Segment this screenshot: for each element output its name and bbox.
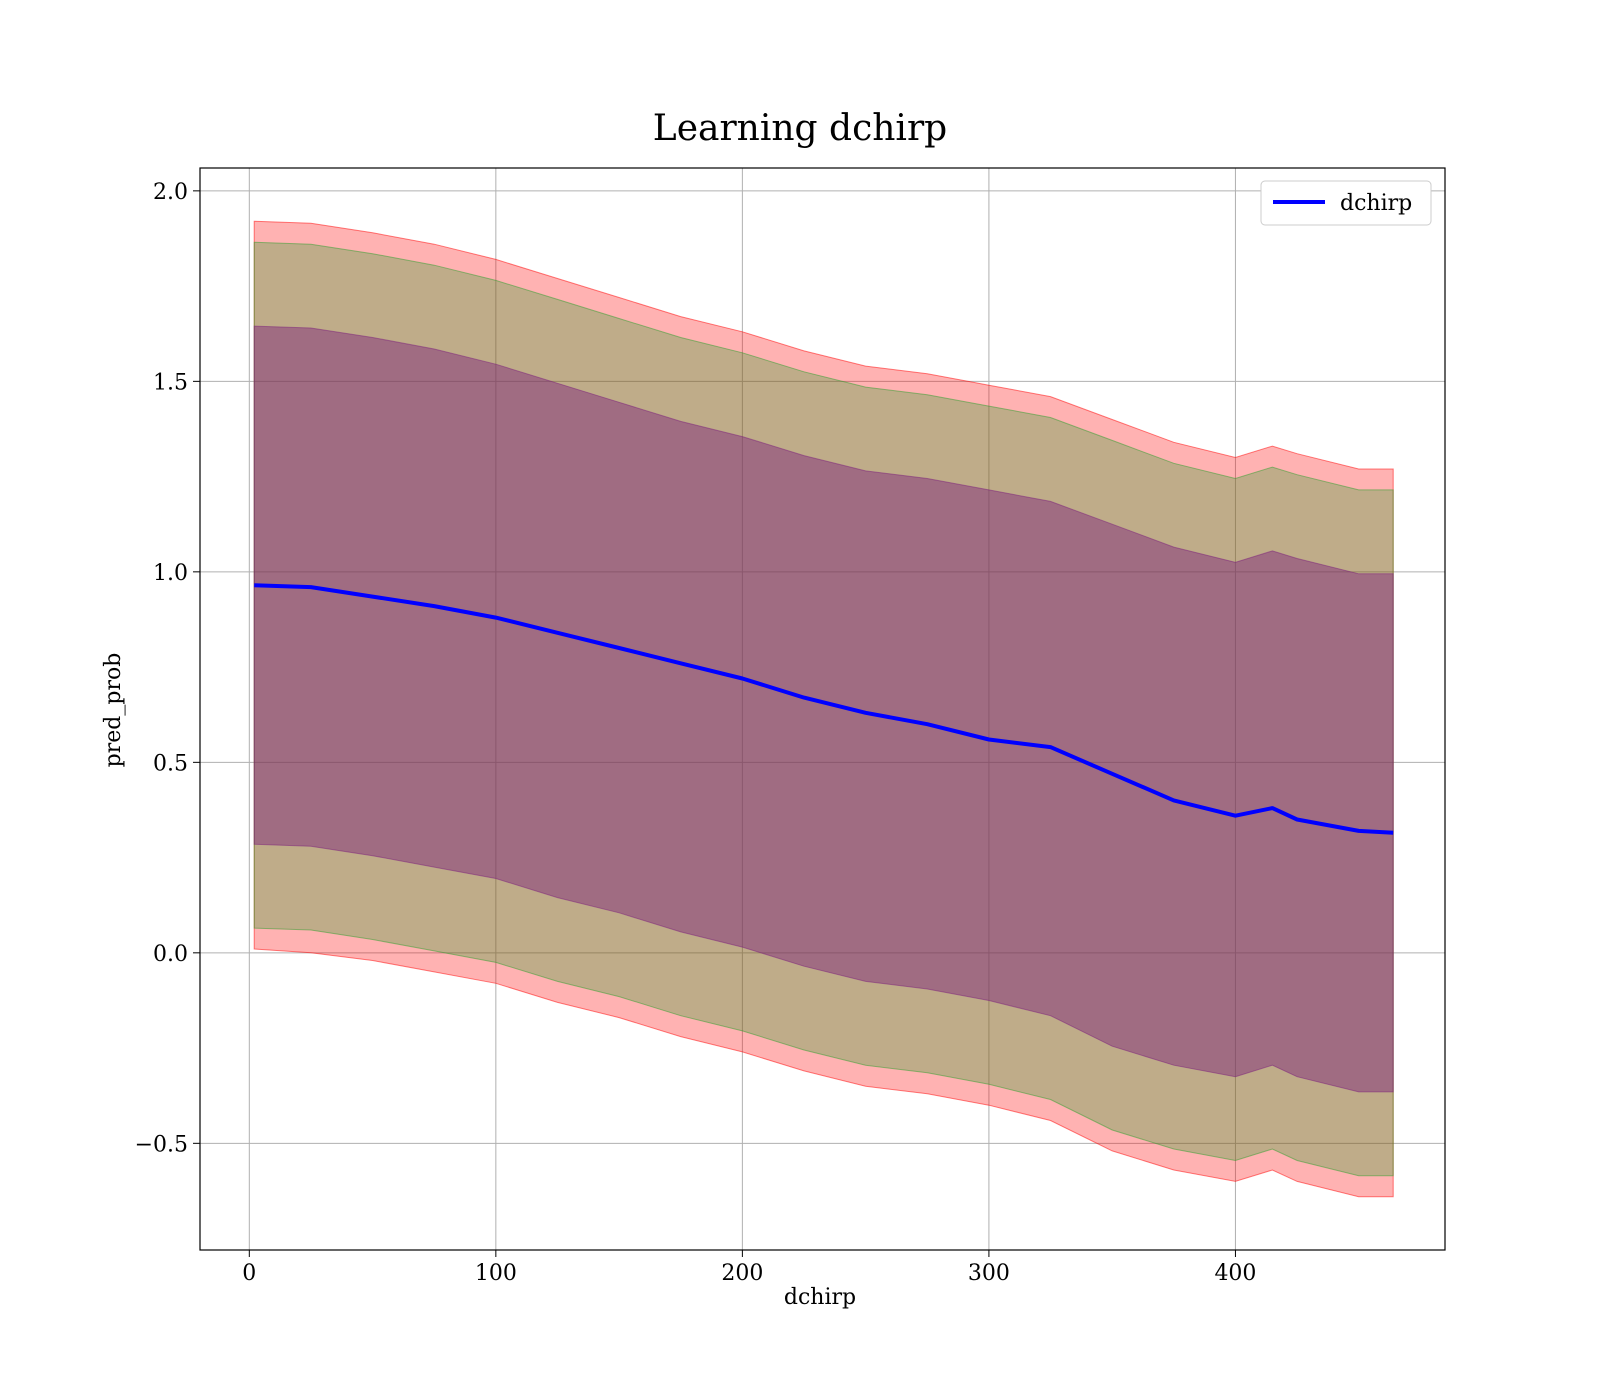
x-tick-label: 0 xyxy=(242,1261,256,1286)
legend-box xyxy=(1260,180,1432,226)
y-tick-label: 0.5 xyxy=(153,751,188,776)
y-tick-label: 2.0 xyxy=(153,180,188,205)
y-axis-label: pred_prob xyxy=(101,653,126,768)
x-tick-label: 300 xyxy=(968,1261,1010,1286)
series-line-dchirp xyxy=(254,583,1394,835)
confidence-bands xyxy=(253,220,1394,1198)
x-tick-label: 400 xyxy=(1214,1261,1256,1286)
x-axis-ticks: 0 100 200 300 400 xyxy=(242,1250,1256,1286)
chart-title: Learning dchirp xyxy=(653,108,947,149)
y-tick-label: −0.5 xyxy=(135,1132,188,1157)
confidence-band-1 xyxy=(253,220,1394,1198)
confidence-band-2 xyxy=(253,241,1394,1177)
legend-label-dchirp: dchirp xyxy=(1340,191,1412,216)
y-tick-label: 0.0 xyxy=(153,942,188,967)
confidence-band-3 xyxy=(253,325,1394,1093)
y-tick-label: 1.0 xyxy=(153,561,188,586)
y-axis-ticks: −0.5 0.0 0.5 1.0 1.5 2.0 xyxy=(135,180,200,1157)
plot-frame xyxy=(199,167,1446,1251)
series-lines xyxy=(254,583,1394,835)
y-tick-label: 1.5 xyxy=(153,370,188,395)
x-axis-label: dchirp xyxy=(784,1285,856,1310)
x-tick-label: 200 xyxy=(721,1261,763,1286)
x-tick-label: 100 xyxy=(475,1261,517,1286)
grid-lines xyxy=(200,168,1445,1250)
legend: dchirp xyxy=(1260,180,1432,226)
